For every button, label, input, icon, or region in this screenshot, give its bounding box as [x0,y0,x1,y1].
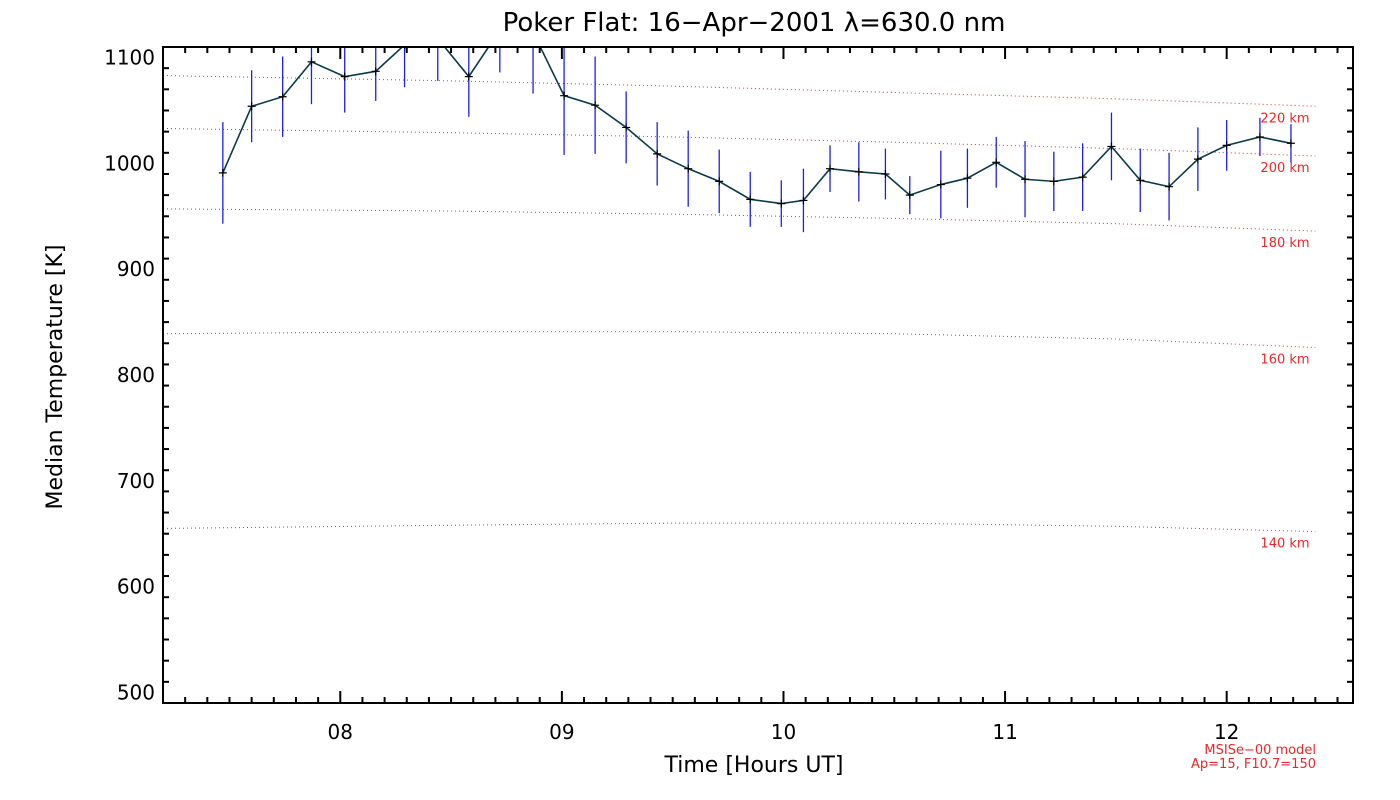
model-curve-label: 200 km [1260,161,1309,176]
y-tick-label: 500 [117,680,155,704]
x-tick-label: 11 [992,720,1017,744]
data-point [1049,177,1058,186]
data-point [560,91,569,100]
data-point [1165,182,1174,191]
data-series [218,35,1295,233]
data-point [1222,141,1231,150]
model-note-line-1: MSISe−00 model [1204,743,1316,758]
y-axis-label: Median Temperature [K] [43,245,68,510]
axis-ticks [162,46,1353,703]
model-note-line-2: Ap=15, F10.7=150 [1191,757,1316,772]
model-curve-label: 140 km [1260,537,1309,552]
x-tick-label: 09 [549,720,574,744]
data-point [1021,175,1030,184]
data-point [963,174,972,183]
chart-title: Poker Flat: 16−Apr−2001 λ=630.0 nm [503,8,1006,38]
data-point [434,35,442,43]
data-point [881,169,890,178]
data-point [218,168,227,177]
data-point [591,101,600,110]
plot-frame [162,46,1354,704]
data-point [307,57,316,66]
y-tick-label: 1100 [104,46,155,70]
x-tick-label: 10 [771,720,796,744]
data-point [826,164,835,173]
model-curve [163,208,1316,232]
data-point [464,72,473,81]
data-point [905,191,914,200]
model-curve [163,127,1316,157]
y-tick-label: 1000 [104,151,155,175]
model-curve-label: 180 km [1260,236,1309,251]
data-point [622,123,631,132]
data-point [799,196,808,205]
data-point [777,199,786,208]
x-axis-label: Time [Hours UT] [664,753,844,778]
data-point [278,92,287,101]
tick-labels: 500 600 700 800 900 1000 1100 08 09 10 11 12 [104,46,1239,744]
data-point [1136,176,1145,185]
model-curve-label: 220 km [1260,111,1309,126]
y-tick-label: 700 [117,469,155,493]
data-point [715,177,724,186]
x-tick-label: 12 [1214,720,1239,744]
data-point [1078,173,1087,182]
data-point [1286,139,1295,148]
y-tick-label: 800 [117,363,155,387]
data-point [992,158,1001,167]
model-curve-label: 160 km [1260,352,1309,367]
model-altitude-labels: 140 km 160 km 180 km 200 km 220 km [1260,111,1309,551]
y-tick-label: 600 [117,575,155,599]
model-curve [163,331,1316,348]
data-point [746,195,755,204]
data-point [247,102,256,111]
data-point [854,167,863,176]
y-tick-label: 900 [117,257,155,281]
data-point [1107,142,1116,151]
data-point [340,72,349,81]
model-curve [163,75,1316,107]
model-curves [163,75,1316,533]
data-point [1255,132,1264,141]
model-curve [163,522,1316,533]
data-point [371,67,380,76]
data-point [684,164,693,173]
temperature-line [222,47,1292,205]
data-point [936,180,945,189]
data-point [1193,155,1202,164]
data-point [653,149,662,158]
x-tick-label: 08 [328,720,353,744]
